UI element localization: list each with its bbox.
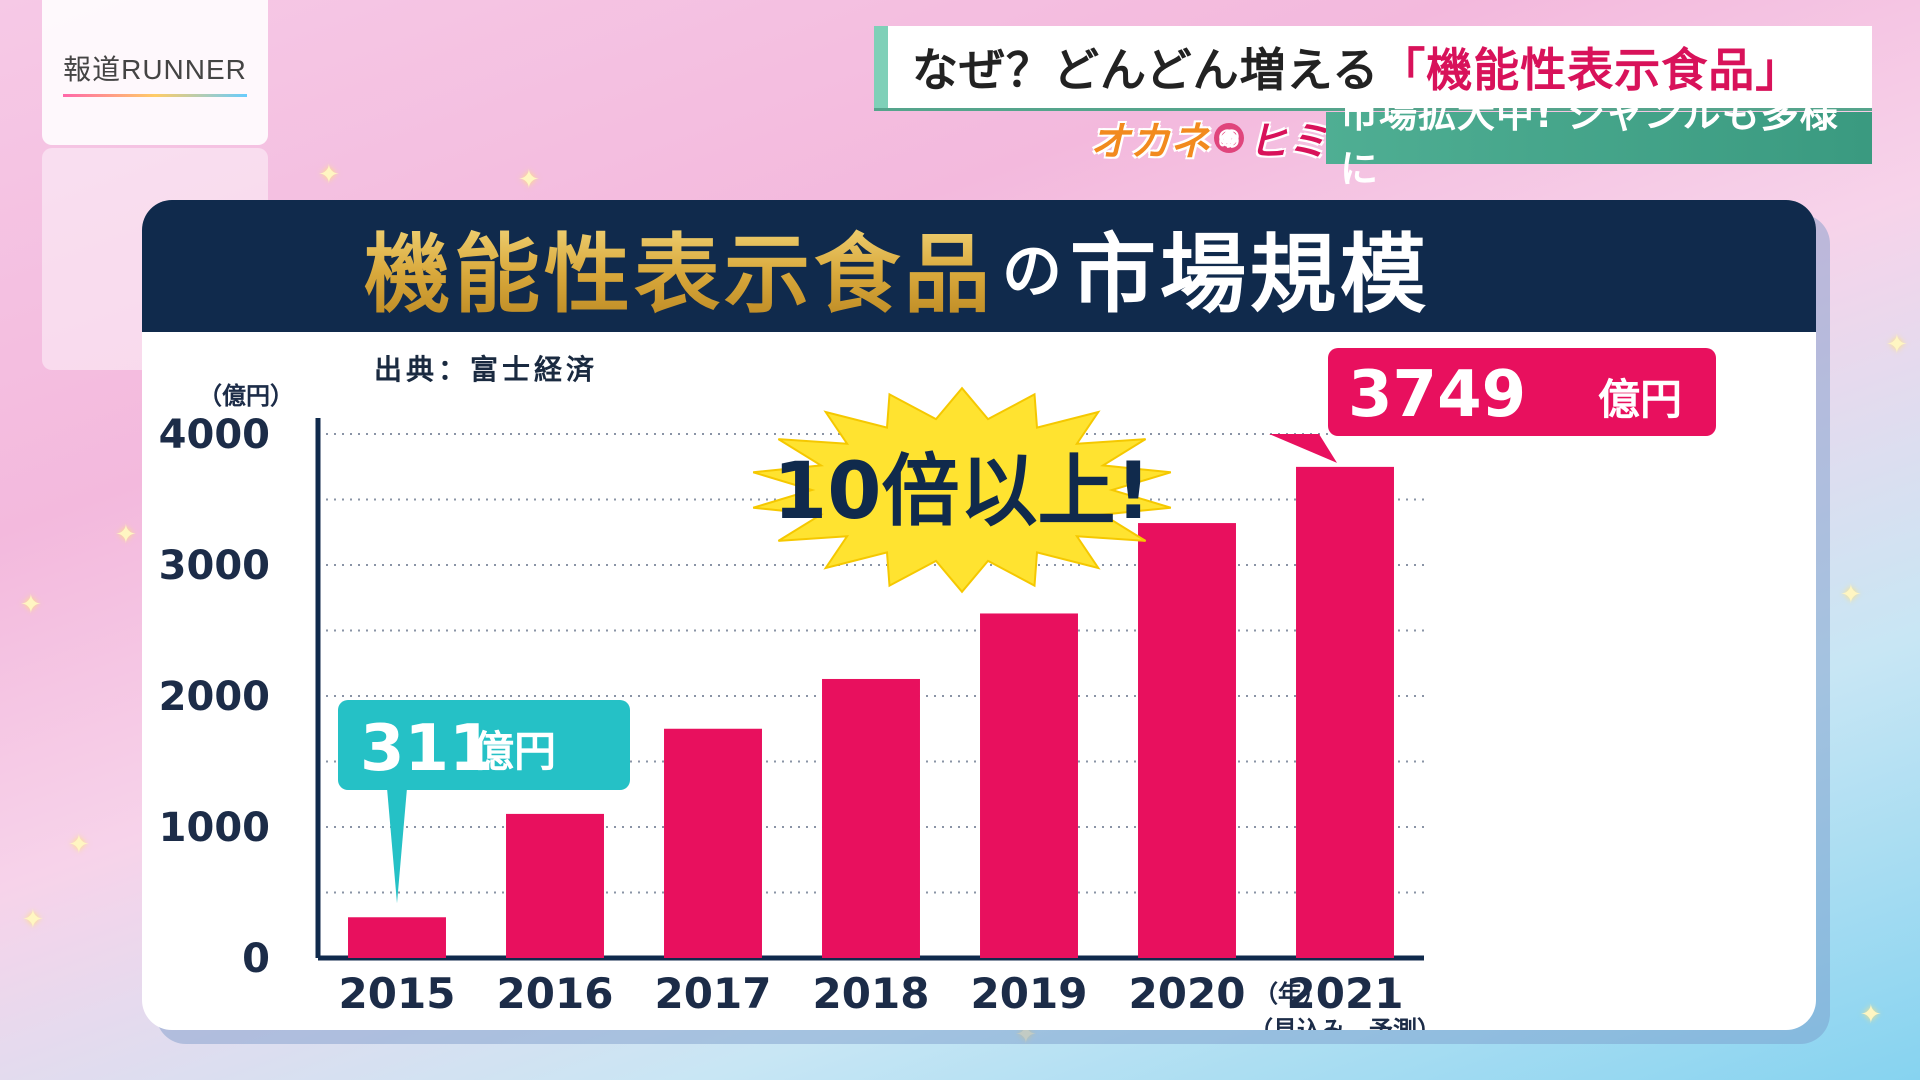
chart-title-bar: 機能性表示食品 の 市場規模 [142, 200, 1816, 332]
chart-card: 機能性表示食品 の 市場規模 出典：富士経済 0 1000 2000 3000 4000… [142, 200, 1816, 1030]
sparkle-icon: ✦ [22, 905, 44, 935]
sparkle-icon: ✦ [318, 160, 340, 190]
callout-first-value: 311 [360, 712, 494, 786]
sub-caption: 市場拡大中! ジャンルも多様に [1326, 92, 1872, 191]
headline-caption: なぜ？どんどん増える 「機能性表示食品」 [874, 26, 1872, 108]
y-unit-label: （億円） [198, 382, 294, 410]
chart-title-white: 市場規模 [1070, 224, 1430, 325]
x-tick-label: 2021 [1287, 969, 1404, 1018]
sparkle-icon: ✦ [20, 590, 42, 620]
x-tick-label: 2016 [497, 969, 614, 1018]
chart-title-gold: 機能性表示食品 [364, 204, 994, 329]
x-tick-label: 2019 [971, 969, 1088, 1018]
x-tick-label: 2018 [813, 969, 930, 1018]
y-tick-label: 2000 [159, 674, 270, 720]
callout-first-unit: 億円 [472, 727, 556, 776]
burst-text: 10倍以上! [773, 447, 1151, 537]
headline-accent-text: 「機能性表示食品」 [1379, 43, 1803, 97]
callout-first-box [338, 700, 630, 790]
bar-2017 [664, 728, 762, 958]
segment-logo-no: の [1214, 123, 1244, 153]
source-note: 出典：富士経済 [374, 353, 599, 386]
callout-last-value: 3749 [1348, 358, 1526, 432]
program-logo: 報道RUNNER [63, 48, 247, 97]
bar-2018 [822, 678, 920, 958]
callout-last-unit: 億円 [1598, 375, 1682, 424]
headline-main-text: なぜ？どんどん増える [912, 43, 1380, 97]
x-last-note: （見込み 予測） [1249, 1016, 1441, 1030]
sparkle-icon: ✦ [68, 830, 90, 860]
sub-caption-text: 市場拡大中! ジャンルも多様に [1340, 92, 1839, 191]
x-tick-label: 2015 [339, 969, 456, 1018]
callout-first-pointer [387, 788, 407, 904]
x-tick-label: 2017 [655, 969, 772, 1018]
y-tick-label: 0 [242, 936, 270, 982]
y-tick-label: 1000 [159, 805, 270, 851]
bar-chart: 0 1000 2000 3000 4000（億円） 2015 2016 2017 2018 201… [159, 348, 1716, 1030]
sparkle-icon: ✦ [1840, 580, 1862, 610]
callout-last-pointer [1269, 434, 1337, 463]
sparkle-icon: ✦ [1886, 330, 1908, 360]
sparkle-icon: ✦ [518, 165, 540, 195]
bar-2016 [506, 813, 604, 958]
y-tick-label: 4000 [159, 412, 270, 458]
segment-logo-part1: オカネ [1090, 119, 1210, 165]
bar-2019 [980, 613, 1078, 958]
callout-last-box [1328, 348, 1716, 436]
bar-2015 [348, 917, 446, 958]
chart-title-particle: の [1002, 236, 1062, 307]
y-tick-label: 3000 [159, 543, 270, 589]
bar-2021 [1296, 466, 1394, 958]
x-unit-label: （年） [1254, 980, 1326, 1008]
program-logo-panel: 報道RUNNER [42, 0, 268, 145]
bar-2020 [1138, 523, 1236, 958]
segment-logo: オカネ の ヒミツ [1090, 112, 1368, 165]
burst-shape [752, 386, 1172, 594]
sparkle-icon: ✦ [1860, 1000, 1882, 1030]
sparkle-icon: ✦ [115, 520, 137, 550]
x-tick-label: 2020 [1129, 969, 1246, 1018]
